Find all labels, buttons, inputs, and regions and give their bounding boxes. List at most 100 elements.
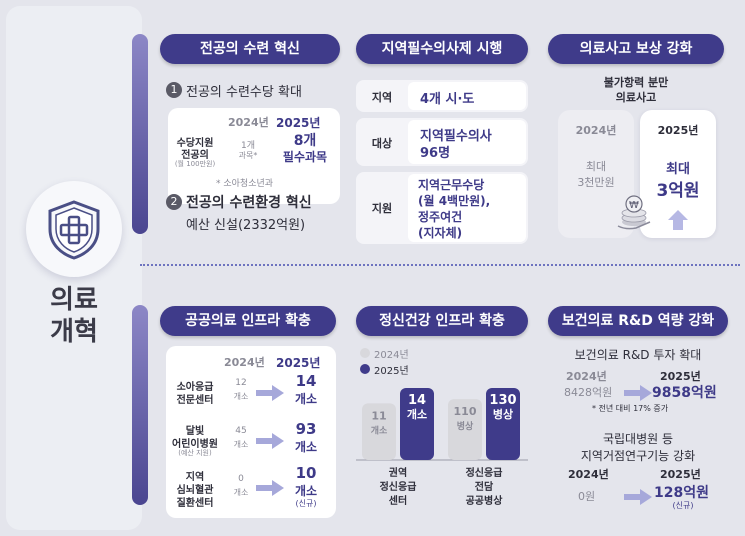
public-row-next-2: 개소 xyxy=(294,484,318,498)
item2-number-badge: 2 xyxy=(166,194,182,210)
public-row-prev-1: 12 xyxy=(235,378,247,388)
stipend-table: 2024년 2025년 수당지원 전공의 (월 100만원) 1개 과목* 8개… xyxy=(168,108,340,204)
chart-category-label: 센터 xyxy=(389,494,407,507)
rnd-b2-year-prev: 2024년 xyxy=(568,468,609,481)
public-row-label-1: 지역 xyxy=(185,472,205,483)
medical-cross-shield-icon xyxy=(26,181,122,277)
regional-row-label: 대상 xyxy=(371,137,393,150)
legend-swatch-2025 xyxy=(360,364,370,374)
regional-row-value: (월 4백만원), xyxy=(418,194,491,208)
public-year-next: 2025년 xyxy=(276,356,321,370)
stipend-footnote: * 소아청소년과 xyxy=(216,179,274,189)
rnd-b1-year-prev: 2024년 xyxy=(566,370,607,383)
public-section: 공공의료 인프라 확충 2024년 2025년 소아응급 전문센터 12 개소 … xyxy=(160,306,340,520)
accident-title: 의료사고 보상 강화 xyxy=(548,34,724,64)
chart-bar-unit: 병상 xyxy=(493,407,513,421)
accident-section: 의료사고 보상 강화 불가항력 분만 의료사고 2024년 최대 3천만원 20… xyxy=(548,34,724,244)
rnd-b2-next: 128억원 xyxy=(654,485,709,501)
right-arrow-icon xyxy=(256,385,284,401)
brand-title-line1: 의료 xyxy=(50,285,98,315)
chart-bar-value: 14 xyxy=(408,393,426,408)
regional-row-value: 4개 시·도 xyxy=(420,92,475,107)
regional-row-value: 지역근무수당 xyxy=(418,178,485,192)
stipend-row-label-3: (월 100만원) xyxy=(174,160,216,168)
rnd-b1-next: 9858억원 xyxy=(652,385,717,401)
accident-subtitle-2: 의료사고 xyxy=(615,91,657,104)
public-year-prev: 2024년 xyxy=(224,356,265,369)
bottom-accent-bar xyxy=(132,305,148,505)
public-row-next-1: 10 xyxy=(295,464,317,482)
accident-year-prev: 2024년 xyxy=(575,124,617,137)
regional-row-support: 지원 지역근무수당 (월 4백만원), 정주여건 (지자체) xyxy=(356,172,528,244)
section-divider xyxy=(140,264,740,266)
stipend-prev-value-2: 과목* xyxy=(238,151,258,160)
stipend-row-label-2: 전공의 xyxy=(181,150,209,161)
rnd-b1-year-next: 2025년 xyxy=(660,370,701,383)
chart-category-label: 권역 xyxy=(389,466,407,479)
public-row-prev-1: 0 xyxy=(238,474,244,484)
chart-bar xyxy=(362,403,396,460)
public-row-next-3: (신규) xyxy=(295,499,317,508)
regional-title: 지역필수의사제 시행 xyxy=(356,34,528,64)
public-row-label-2: 어린이병원 xyxy=(172,439,218,450)
rnd-block2-title-1: 국립대병원 등 xyxy=(602,432,674,446)
up-arrow-stem xyxy=(673,220,683,230)
right-arrow-icon xyxy=(256,433,284,449)
public-row-label-3: 질환센터 xyxy=(176,498,214,509)
chart-category-label: 정신응급 xyxy=(380,480,417,493)
regional-section: 지역필수의사제 시행 지역 4개 시·도 대상 지역필수의사 96명 지원 지역… xyxy=(356,34,528,244)
legend-label-2025: 2025년 xyxy=(374,366,409,377)
coin-hand-icon: ₩ xyxy=(616,192,654,232)
mental-section: 정신건강 인프라 확충 2024년 2025년 11 개소 14 개소 권역 정신응급 센터… xyxy=(356,306,528,520)
accident-year-next: 2025년 xyxy=(657,124,699,137)
accident-subtitle-1: 불가항력 분만 xyxy=(603,76,669,89)
legend-swatch-2024 xyxy=(360,348,370,358)
public-row-label-1: 소아응급 xyxy=(176,382,214,393)
chart-bar-value: 11 xyxy=(371,409,386,422)
item2-text: 전공의 수련환경 혁신 xyxy=(186,195,312,211)
rnd-b2-prev: 0원 xyxy=(578,490,596,503)
right-arrow-icon xyxy=(256,480,284,496)
right-arrow-icon xyxy=(624,385,652,401)
rnd-b2-next-note: (신규) xyxy=(672,501,694,510)
rnd-b2-year-next: 2025년 xyxy=(660,468,701,481)
chart-bar xyxy=(486,388,520,460)
regional-row-value: (지자체) xyxy=(418,226,463,240)
brand-title-line2: 개혁 xyxy=(50,317,98,347)
up-arrow-icon xyxy=(668,210,688,220)
public-row-label-1: 달빛 xyxy=(185,426,205,437)
public-row-label-3: (예산 지원) xyxy=(178,449,212,457)
rnd-b1-note: * 전년 대비 17% 증가 xyxy=(592,404,669,413)
chart-category-label: 공공병상 xyxy=(466,494,504,507)
chart-category-label: 정신응급 xyxy=(466,466,503,479)
accident-prev-card: 2024년 최대 3천만원 xyxy=(558,110,634,238)
chart-bar-unit: 병상 xyxy=(457,420,474,432)
legend-label-2024: 2024년 xyxy=(374,350,409,361)
public-row-prev-2: 개소 xyxy=(233,440,249,449)
regional-row-value: 96명 xyxy=(420,146,451,161)
item1-number-badge: 1 xyxy=(166,82,182,98)
rnd-title: 보건의료 R&D 역량 강화 xyxy=(548,306,728,336)
regional-row-label: 지역 xyxy=(371,91,393,104)
regional-row-value-box: 지역필수의사 96명 xyxy=(408,120,526,164)
regional-row-target: 대상 지역필수의사 96명 xyxy=(356,118,528,166)
resident-section: 전공의 수련 혁신 1 전공의 수련수당 확대 2024년 2025년 수당지원… xyxy=(160,34,340,239)
public-row-next-1: 93 xyxy=(295,420,317,438)
stipend-year-prev: 2024년 xyxy=(228,116,269,129)
public-title: 공공의료 인프라 확충 xyxy=(160,306,336,336)
public-row-next-2: 개소 xyxy=(294,392,318,406)
chart-bar-unit: 개소 xyxy=(407,407,427,421)
chart-category-label: 전담 xyxy=(475,480,494,493)
item1-text: 전공의 수련수당 확대 xyxy=(186,85,302,100)
chart-bar xyxy=(400,388,434,460)
public-table: 2024년 2025년 소아응급 전문센터 12 개소 14 개소 달빛 어린이… xyxy=(166,346,336,518)
public-row-prev-2: 개소 xyxy=(233,488,249,497)
public-row-prev-1: 45 xyxy=(235,426,247,436)
accident-next-value-1: 최대 xyxy=(666,162,690,177)
accident-next-value-2: 3억원 xyxy=(656,181,700,201)
side-panel: 의료 개혁 xyxy=(6,6,142,530)
top-accent-bar xyxy=(132,34,148,234)
right-arrow-icon xyxy=(624,489,652,505)
stipend-row-label-1: 수당지원 xyxy=(176,138,214,149)
